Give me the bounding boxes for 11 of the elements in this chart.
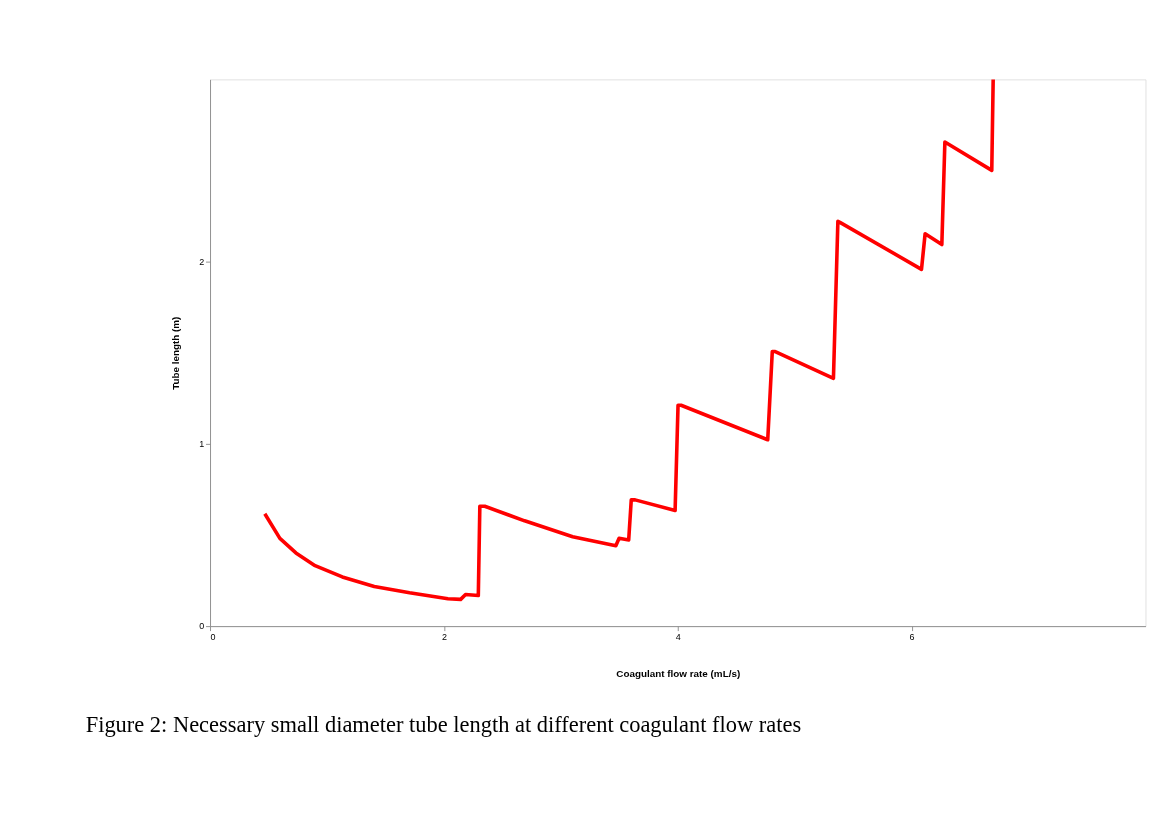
- x-tick-label: 0: [210, 632, 216, 643]
- x-tick-label: 2: [441, 632, 447, 643]
- y-axis-title: Tube length (m): [170, 316, 182, 390]
- x-tick-label: 6: [909, 632, 915, 643]
- x-tick-label: 4: [675, 632, 681, 643]
- y-tick-label: 0: [199, 621, 205, 632]
- x-axis-title: Coagulant flow rate (mL/s): [616, 667, 741, 679]
- y-tick-label: 1: [199, 439, 205, 450]
- caption: Figure 2: Necessary small diameter tube length at different coagulant flow rates: [85, 712, 802, 738]
- y-tick-label: 2: [199, 256, 205, 267]
- line-series: [263, 77, 995, 602]
